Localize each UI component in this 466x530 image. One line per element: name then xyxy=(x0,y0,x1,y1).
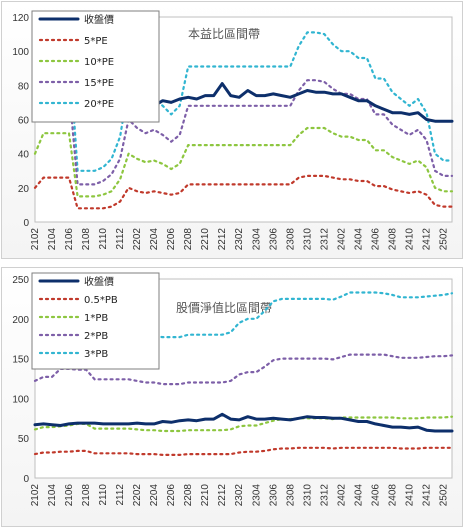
x-tick-label: 2502 xyxy=(438,228,449,251)
y-tick-label: 200 xyxy=(12,315,29,326)
x-tick-label: 2206 xyxy=(166,484,177,507)
x-tick-label: 2412 xyxy=(421,228,432,251)
legend: 收盤價 0.5*PB 1*PB 2*PB 3*PB xyxy=(31,272,160,370)
x-tick-label: 2410 xyxy=(404,228,415,251)
pb-band-chart: 0 50 100 150 200 250 2102 2104 2106 2108 2110 2112 2… xyxy=(1,267,463,527)
y-tick-label: 0 xyxy=(23,218,29,229)
legend: 收盤價 5*PE 10*PE 15*PE 20*PE xyxy=(31,10,160,123)
y-tick-label: 150 xyxy=(12,355,29,366)
x-tick-label: 2210 xyxy=(200,228,211,251)
x-tick-label: 2304 xyxy=(251,484,262,507)
y-tick-label: 0 xyxy=(23,474,29,485)
x-tick-label: 2208 xyxy=(183,484,194,507)
y-tick-label: 250 xyxy=(12,275,29,286)
legend-label: 3*PB xyxy=(84,349,108,360)
legend-label: 15*PE xyxy=(84,78,114,89)
x-tick-label: 2102 xyxy=(30,484,41,507)
x-tick-label: 2410 xyxy=(404,484,415,507)
x-tick-label: 2208 xyxy=(183,228,194,251)
x-tick-label: 2212 xyxy=(217,484,228,507)
x-tick-label: 2306 xyxy=(268,228,279,251)
legend-label: 2*PB xyxy=(84,331,108,342)
pb-chart-svg: 0 50 100 150 200 250 2102 2104 2106 2108 2110 2112 2… xyxy=(12,272,454,507)
legend-label: 收盤價 xyxy=(84,275,114,288)
x-tick-label: 2408 xyxy=(387,484,398,507)
x-tick-label: 2302 xyxy=(234,228,245,251)
x-tick-label: 2210 xyxy=(200,484,211,507)
series-line-2 xyxy=(33,126,454,198)
x-tick-label: 2110 xyxy=(98,228,109,250)
x-tick-label: 2408 xyxy=(387,228,398,251)
x-tick-label: 2304 xyxy=(251,228,262,251)
x-tick-label: 2106 xyxy=(64,484,75,507)
x-tick-label: 2112 xyxy=(115,484,126,506)
x-tick-label: 2404 xyxy=(353,228,364,251)
y-tick-label: 60 xyxy=(18,116,30,127)
pe-band-chart: 0 20 40 60 80 100 120 2102 2104 2106 2108 2110 2112 2… xyxy=(1,1,463,259)
x-tick-label: 2306 xyxy=(268,484,279,507)
legend-label: 1*PB xyxy=(84,313,108,324)
series-line-3 xyxy=(33,353,454,386)
series-line-4 xyxy=(33,31,454,172)
x-tick-label: 2206 xyxy=(166,228,177,251)
x-tick-label: 2204 xyxy=(149,228,160,251)
chart-title: 股價淨值比區間帶 xyxy=(176,300,272,315)
x-tick-label: 2502 xyxy=(438,484,449,507)
chart-title: 本益比區間帶 xyxy=(188,27,260,41)
x-tick-label: 2302 xyxy=(234,484,245,507)
y-tick-label: 50 xyxy=(18,434,30,445)
x-tick-label: 2202 xyxy=(132,484,143,507)
x-tick-label: 2402 xyxy=(336,484,347,507)
legend-label: 20*PE xyxy=(84,99,114,110)
legend-label: 10*PE xyxy=(84,57,114,68)
x-tick-label: 2202 xyxy=(132,228,143,251)
y-tick-label: 100 xyxy=(12,47,29,58)
series-line-3 xyxy=(33,79,454,186)
x-tick-label: 2110 xyxy=(98,484,109,506)
x-tick-label: 2312 xyxy=(319,484,330,507)
y-tick-label: 80 xyxy=(18,81,30,92)
legend-label: 收盤價 xyxy=(84,13,114,26)
x-tick-label: 2404 xyxy=(353,484,364,507)
series-line-0 xyxy=(33,412,454,433)
x-tick-label: 2212 xyxy=(217,228,228,251)
x-tick-label: 2106 xyxy=(64,228,75,251)
x-tick-label: 2112 xyxy=(115,228,126,250)
y-tick-label: 40 xyxy=(18,150,30,161)
x-tick-label: 2308 xyxy=(285,484,296,507)
series-line-1 xyxy=(33,446,454,456)
y-tick-label: 100 xyxy=(12,394,29,405)
x-tick-label: 2102 xyxy=(30,228,41,251)
x-tick-label: 2412 xyxy=(421,484,432,507)
pe-chart-svg: 0 20 40 60 80 100 120 2102 2104 2106 2108 2110 2112 2… xyxy=(12,10,454,251)
x-tick-label: 2308 xyxy=(285,228,296,251)
x-tick-label: 2104 xyxy=(47,484,58,507)
x-tick-label: 2312 xyxy=(319,228,330,251)
x-tick-label: 2204 xyxy=(149,484,160,507)
x-tick-label: 2108 xyxy=(81,484,92,507)
x-tick-label: 2406 xyxy=(370,484,381,507)
x-tick-label: 2108 xyxy=(81,228,92,251)
series-line-2 xyxy=(33,415,454,433)
y-tick-label: 120 xyxy=(12,13,29,24)
series-line-1 xyxy=(33,174,454,210)
x-tick-label: 2406 xyxy=(370,228,381,251)
x-tick-label: 2402 xyxy=(336,228,347,251)
x-tick-label: 2310 xyxy=(302,228,313,251)
legend-label: 0.5*PB xyxy=(84,295,118,306)
legend-label: 5*PE xyxy=(84,36,108,47)
y-tick-label: 20 xyxy=(18,184,30,195)
x-tick-label: 2310 xyxy=(302,484,313,507)
x-tick-label: 2104 xyxy=(47,228,58,251)
